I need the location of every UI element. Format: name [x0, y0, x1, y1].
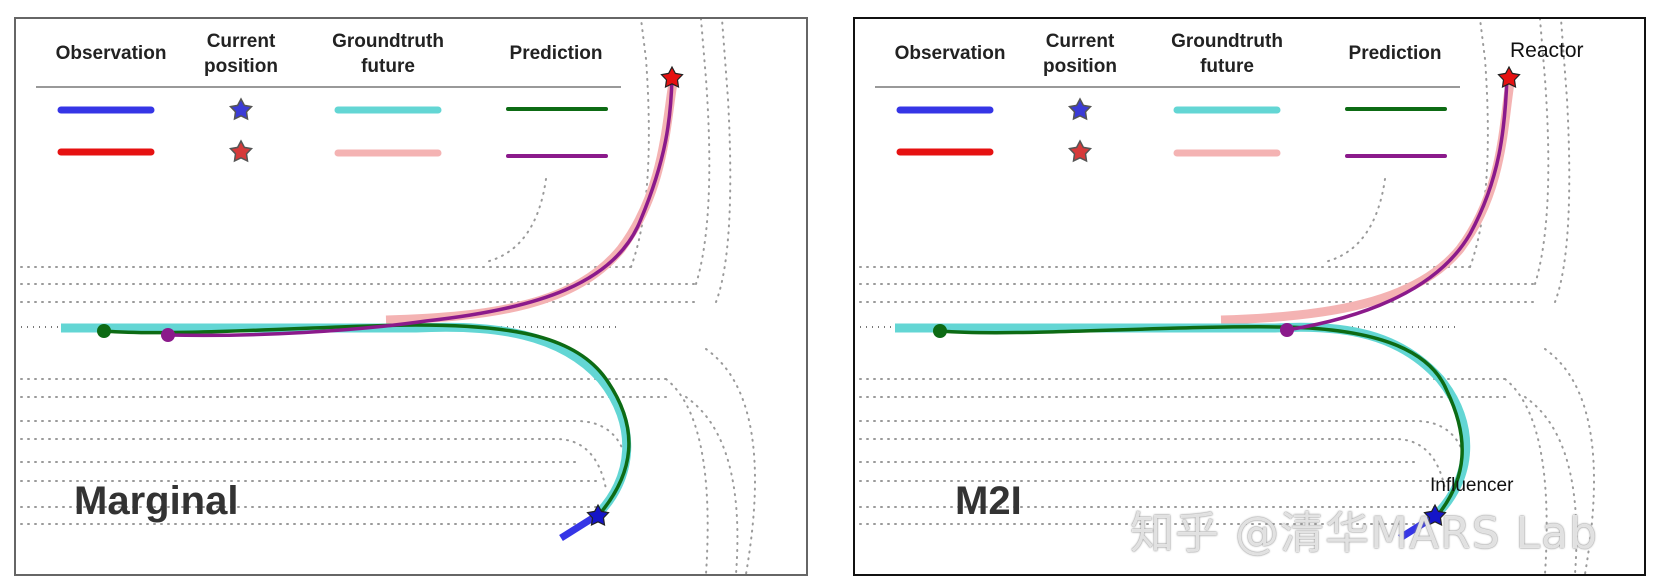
legend-header-observation-m2i: Observation	[894, 43, 1006, 64]
legend-current-reactor-star-icon	[228, 139, 254, 163]
legend-header-groundtruth-future-text: Groundtruth future	[332, 31, 444, 77]
reactor-start-dot-m2i	[1280, 323, 1294, 337]
watermark: 知乎 @清华MARS Lab	[1130, 508, 1598, 559]
legend-swatches	[57, 97, 608, 163]
legend-header-observation: Observation	[55, 43, 167, 64]
legend-header-prediction: Prediction	[509, 43, 603, 64]
legend-header-current-position-m2i-text: Current position	[1043, 31, 1117, 77]
reactor-current-star-icon-m2i	[1497, 65, 1521, 89]
trajectories-m2i	[895, 76, 1516, 541]
legend-header-current-position-m2i: Current position	[980, 29, 1180, 79]
reactor-label: Reactor	[1510, 39, 1584, 62]
influencer-label: Influencer	[1430, 475, 1514, 496]
influencer-start-dot	[97, 324, 111, 338]
panel-label-marginal: Marginal	[74, 479, 239, 523]
observation-influencer-path	[559, 513, 598, 541]
panel-label-m2i: M2I	[955, 479, 1022, 523]
legend-header-current-position-text: Current position	[204, 31, 278, 77]
influencer-current-star-icon-m2i	[1423, 503, 1447, 527]
m2i-panel: Observation Current position Groundtruth…	[853, 17, 1646, 576]
map-lanes-m2i	[859, 19, 1595, 574]
legend-current-reactor-star-icon-m2i	[1067, 139, 1093, 163]
prediction-influencer-path	[103, 323, 631, 518]
influencer-current-star-icon	[586, 503, 610, 527]
legend-header-groundtruth-future-m2i-text: Groundtruth future	[1171, 31, 1283, 77]
marginal-scene	[20, 19, 756, 574]
legend-swatches-m2i	[896, 97, 1447, 163]
legend-header-groundtruth-future: Groundtruth future	[288, 29, 488, 79]
legend-header-groundtruth-future-m2i: Groundtruth future	[1127, 29, 1327, 79]
influencer-start-dot-m2i	[933, 324, 947, 338]
m2i-scene	[859, 19, 1595, 574]
reactor-current-star-icon	[660, 65, 684, 89]
prediction-reactor-path-m2i	[1286, 76, 1509, 332]
reactor-start-dot	[161, 328, 175, 342]
legend-current-influencer-star-icon	[228, 97, 254, 121]
prediction-influencer-path-m2i	[939, 325, 1464, 518]
legend-header-prediction-m2i: Prediction	[1348, 43, 1442, 64]
legend-current-influencer-star-icon-m2i	[1067, 97, 1093, 121]
legend-header-current-position: Current position	[141, 29, 341, 79]
marginal-panel: Observation Current position Groundtruth…	[14, 17, 808, 576]
trajectories	[61, 76, 679, 541]
prediction-reactor-path	[167, 76, 674, 338]
